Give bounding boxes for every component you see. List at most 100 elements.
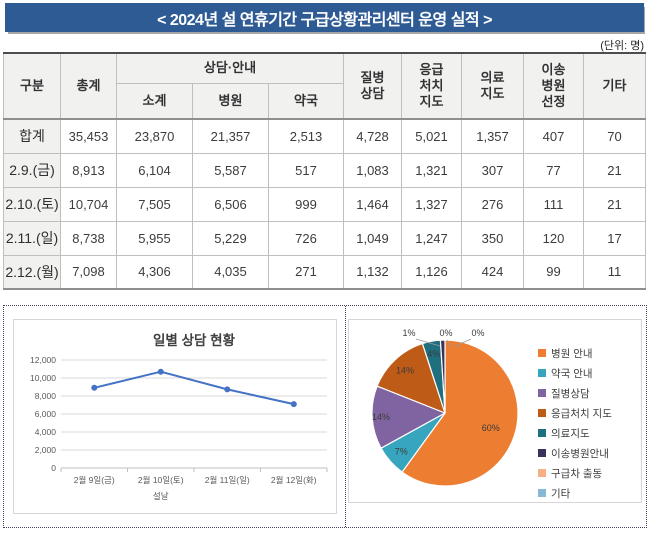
- table-cell: 1,321: [401, 152, 463, 188]
- pie-pct-label: 60%: [482, 423, 500, 433]
- pie-chart: 60% 7% 14% 14% 4% 1% 0% 0% 병원 안내 약국 안내 질병상담 응급처치 지도…: [348, 319, 642, 503]
- pie-pct-label: 0%: [471, 328, 484, 338]
- legend-swatch: [538, 369, 546, 377]
- row-label: 2.11.(일): [3, 220, 61, 256]
- table-cell: 726: [267, 220, 345, 256]
- legend-label: 질병상담: [551, 388, 590, 400]
- document-title: < 2024년 설 연휴기간 구급상황관리센터 운영 실적 >: [157, 11, 492, 29]
- table-cell: 5,955: [116, 220, 193, 256]
- table-row: 2.12.(월) 7,098 4,306 4,035 271 1,132 1,126 424 9…: [3, 254, 647, 290]
- table-row: 2.11.(일) 8,738 5,955 5,229 726 1,049 1,247 350 1…: [3, 220, 647, 256]
- table-cell: 4,728: [343, 118, 403, 154]
- table-cell: 6,104: [116, 152, 193, 188]
- table-cell: 271: [267, 254, 345, 290]
- col-header-gubun: 구분: [3, 52, 61, 120]
- table-cell: 5,587: [192, 152, 269, 188]
- pie-pct-label: 14%: [372, 412, 390, 422]
- pie-pct-label: 0%: [439, 328, 452, 338]
- line-series: [94, 370, 295, 406]
- stats-table-header: 구분 총계 상담·안내 질병 상담 응급 처치 지도 의료 지도 이송 병원 선…: [3, 52, 647, 120]
- legend-label: 구급차 출동: [551, 468, 603, 480]
- table-row: 2.10.(토) 10,704 7,505 6,506 999 1,464 1,327 276…: [3, 186, 647, 222]
- table-cell: 21: [583, 152, 647, 188]
- table-cell: 1,464: [343, 186, 403, 222]
- table-cell: 120: [523, 220, 585, 256]
- legend-label: 응급처치 지도: [551, 408, 612, 420]
- pie-chart-cell: 60% 7% 14% 14% 4% 1% 0% 0% 병원 안내 약국 안내 질병상담 응급처치 지도…: [346, 306, 646, 527]
- table-cell: 407: [523, 118, 585, 154]
- table-cell: 1,357: [461, 118, 525, 154]
- table-cell: 8,738: [60, 220, 117, 256]
- table-cell: 517: [267, 152, 345, 188]
- unit-note: (단위: 명): [600, 40, 644, 52]
- legend-label: 이송병원안내: [551, 448, 609, 460]
- pie-slice-2: [371, 385, 446, 449]
- table-cell: 8,913: [60, 152, 117, 188]
- table-cell: 1,327: [401, 186, 463, 222]
- row-label: 2.12.(월): [3, 254, 61, 290]
- col-header-consult-group: 상담·안내: [115, 52, 345, 84]
- x-sub-label: 설날: [153, 491, 169, 501]
- y-tick-label: 0: [51, 463, 56, 473]
- pie-slice-0: [401, 339, 519, 487]
- col-header-transfer: 이송 병원 선정: [523, 52, 585, 120]
- row-label: 2.10.(토): [3, 186, 61, 222]
- col-header-pharmacy: 약국: [267, 82, 345, 120]
- legend-label: 의료지도: [551, 428, 590, 440]
- y-tick-label: 4,000: [35, 427, 57, 437]
- table-cell: 4,306: [116, 254, 193, 290]
- legend-swatch: [538, 389, 546, 397]
- document-title-bar: < 2024년 설 연휴기간 구급상황관리센터 운영 실적 >: [5, 3, 644, 32]
- pie-pct-label: 14%: [396, 365, 414, 375]
- legend-label: 기타: [551, 488, 571, 500]
- table-cell: 23,870: [116, 118, 193, 154]
- table-cell: 99: [523, 254, 585, 290]
- charts-panel: 일별 상담 현황 0 2,000 4,000 6,000 8,000 10,000 12,00…: [3, 305, 647, 528]
- line-chart-title: 일별 상담 현황: [153, 332, 236, 348]
- legend-swatch: [538, 429, 546, 437]
- leader-line: [446, 339, 451, 348]
- y-tick-label: 2,000: [35, 445, 57, 455]
- table-cell: 1,132: [343, 254, 403, 290]
- legend-label: 병원 안내: [551, 348, 593, 360]
- table-cell: 6,506: [192, 186, 269, 222]
- col-header-etc: 기타: [583, 52, 647, 120]
- col-header-medical: 의료 지도: [461, 52, 525, 120]
- table-cell: 307: [461, 152, 525, 188]
- y-tick-label: 8,000: [35, 391, 57, 401]
- table-cell: 1,049: [343, 220, 403, 256]
- row-label: 합계: [3, 118, 61, 154]
- table-cell: 4,035: [192, 254, 269, 290]
- legend-swatch: [538, 469, 546, 477]
- table-row: 합계 35,453 23,870 21,357 2,513 4,728 5,021 1,357…: [3, 118, 647, 154]
- row-label: 2.9.(금): [3, 152, 61, 188]
- table-cell: 77: [523, 152, 585, 188]
- line-chart-svg: 일별 상담 현황 0 2,000 4,000 6,000 8,000 10,000 12,00…: [30, 332, 328, 501]
- table-cell: 7,505: [116, 186, 193, 222]
- table-cell: 11: [583, 254, 647, 290]
- legend-swatch: [538, 349, 546, 357]
- pie-pct-label: 7%: [395, 447, 408, 457]
- table-cell: 999: [267, 186, 345, 222]
- y-tick-label: 10,000: [30, 373, 56, 383]
- legend-swatch: [538, 409, 546, 417]
- table-cell: 21,357: [192, 118, 269, 154]
- table-cell: 70: [583, 118, 647, 154]
- table-cell: 1,247: [401, 220, 463, 256]
- table-cell: 10,704: [60, 186, 117, 222]
- data-point-2: [224, 386, 231, 393]
- x-tick-label: 2월 10일(토): [138, 475, 184, 485]
- table-cell: 7,098: [60, 254, 117, 290]
- col-header-first-aid: 응급 처치 지도: [401, 52, 463, 120]
- table-cell: 2,513: [267, 118, 345, 154]
- y-tick-label: 6,000: [35, 409, 57, 419]
- table-cell: 17: [583, 220, 647, 256]
- stats-table: 구분 총계 상담·안내 질병 상담 응급 처치 지도 의료 지도 이송 병원 선…: [3, 52, 647, 290]
- table-cell: 5,021: [401, 118, 463, 154]
- data-point-1: [157, 368, 164, 375]
- data-point-3: [290, 401, 297, 408]
- pie-pct-label: 4%: [427, 349, 440, 359]
- table-cell: 5,229: [192, 220, 269, 256]
- col-header-total: 총계: [60, 52, 117, 120]
